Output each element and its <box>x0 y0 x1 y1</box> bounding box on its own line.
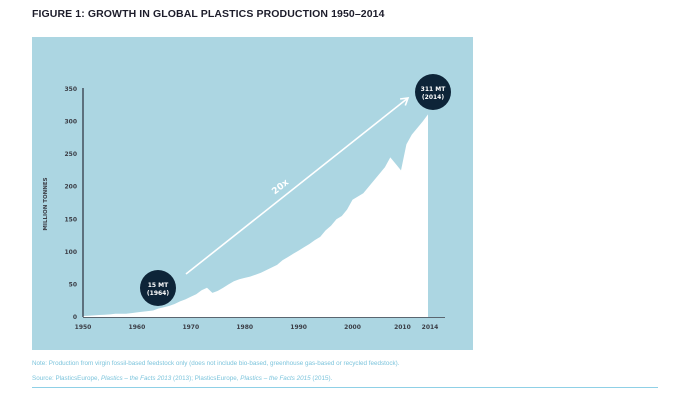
x-tick-label: 2000 <box>344 324 361 331</box>
source-mid: (2013); PlasticsEurope, <box>171 375 241 382</box>
y-tick-label: 0 <box>73 314 77 321</box>
chart-note: Note: Production from virgin fossil-base… <box>32 360 400 367</box>
chart-source: Source: PlasticsEurope, Plastics – the F… <box>32 375 332 382</box>
source-title-2015: Plastics – the Facts 2015 <box>240 375 311 382</box>
callout-2014-circle <box>415 74 451 110</box>
x-tick-label: 1950 <box>75 324 92 331</box>
x-tick-label: 2010 <box>394 324 411 331</box>
arrow-line <box>185 97 409 275</box>
source-title-2013: Plastics – the Facts 2013 <box>100 375 172 382</box>
y-axis: 0 50 100 150 200 250 300 350 <box>64 86 84 321</box>
arrow-head <box>399 97 410 106</box>
y-axis-label: MILLION TONNES <box>43 177 49 230</box>
x-tick-label: 1980 <box>236 324 253 331</box>
source-prefix: Source: PlasticsEurope, <box>32 375 101 382</box>
callout-1964-circle <box>140 270 176 306</box>
figure-title: FIGURE 1: GROWTH IN GLOBAL PLASTICS PROD… <box>32 8 385 20</box>
callout-1964-value: 15 MT <box>148 282 169 289</box>
callout-1964-year: (1964) <box>147 290 169 297</box>
callout-1964: 15 MT (1964) <box>140 270 176 306</box>
production-area <box>83 114 428 318</box>
chart-panel: 0 50 100 150 200 250 300 350 1950 1960 1970 1980 19… <box>32 37 473 350</box>
y-tick-label: 150 <box>64 216 77 223</box>
y-tick-label: 200 <box>64 184 77 191</box>
callout-2014-year: (2014) <box>422 94 444 101</box>
callout-2014: 311 MT (2014) <box>415 74 451 110</box>
y-tick-label: 250 <box>64 151 77 158</box>
x-tick-label: 2014 <box>422 324 439 331</box>
x-tick-label: 1990 <box>290 324 307 331</box>
y-tick-label: 300 <box>64 119 77 126</box>
y-tick-label: 100 <box>64 249 77 256</box>
x-tick-label: 1970 <box>182 324 199 331</box>
y-tick-label: 50 <box>69 281 77 288</box>
growth-multiplier-label: 20x <box>270 178 291 197</box>
bottom-divider <box>32 387 658 388</box>
x-axis: 1950 1960 1970 1980 1990 2000 2010 2014 <box>75 317 445 331</box>
source-suffix: (2015). <box>310 375 333 382</box>
y-tick-label: 350 <box>64 86 77 93</box>
x-tick-label: 1960 <box>129 324 146 331</box>
callout-2014-value: 311 MT <box>421 86 447 93</box>
